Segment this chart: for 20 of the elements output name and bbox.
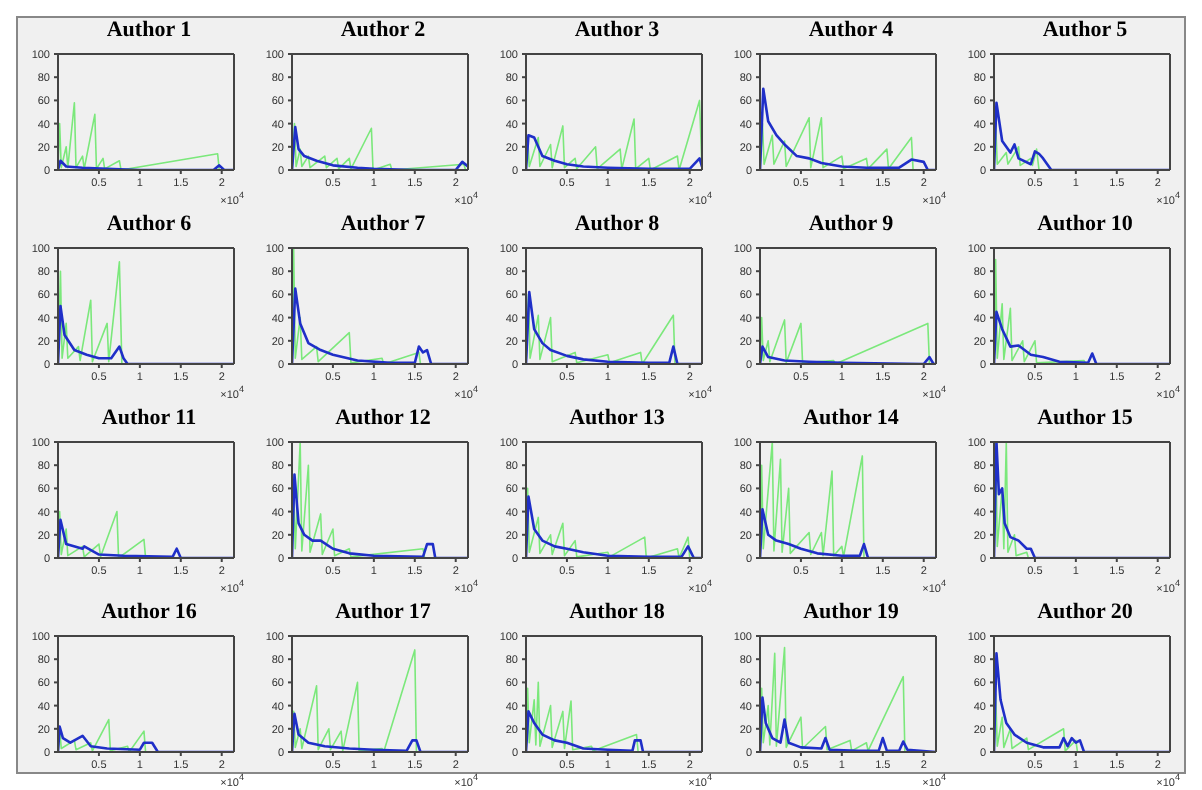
chart-title: Author 17 — [333, 600, 433, 628]
chart-title: Author 13 — [567, 406, 667, 434]
chart-title: Author 19 — [801, 600, 901, 628]
chart-title: Author 2 — [338, 18, 428, 46]
chart-title: Author 4 — [806, 18, 896, 46]
chart-title: Author 9 — [806, 212, 896, 240]
chart-title: Author 11 — [99, 406, 199, 434]
chart-title: Author 1 — [104, 18, 194, 46]
chart-title: Author 5 — [1040, 18, 1130, 46]
chart-title: Author 10 — [1035, 212, 1135, 240]
chart-title: Author 6 — [104, 212, 194, 240]
chart-title: Author 14 — [801, 406, 901, 434]
chart-title: Author 8 — [572, 212, 662, 240]
chart-title: Author 20 — [1035, 600, 1135, 628]
chart-title: Author 12 — [333, 406, 433, 434]
chart-title: Author 16 — [99, 600, 199, 628]
chart-title: Author 7 — [338, 212, 428, 240]
chart-title: Author 18 — [567, 600, 667, 628]
chart-title: Author 15 — [1035, 406, 1135, 434]
chart-title: Author 3 — [572, 18, 662, 46]
